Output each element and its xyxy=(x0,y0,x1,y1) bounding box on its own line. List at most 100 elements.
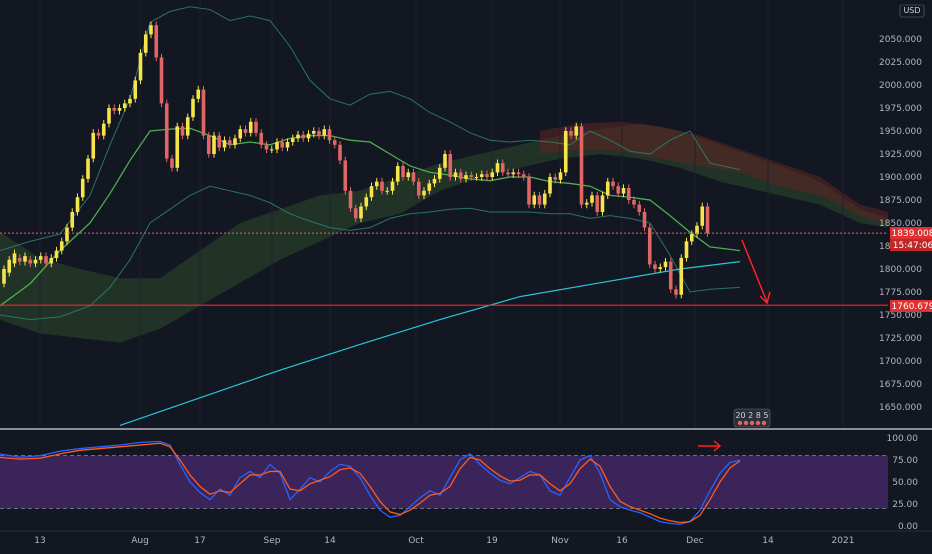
candle-body[interactable] xyxy=(595,195,600,212)
candle-body[interactable] xyxy=(317,131,321,136)
candle-body[interactable] xyxy=(516,172,521,175)
candle-body[interactable] xyxy=(611,181,615,187)
candle-body[interactable] xyxy=(416,181,421,196)
candle-body[interactable] xyxy=(532,195,537,205)
candle-body[interactable] xyxy=(458,172,463,179)
candle-body[interactable] xyxy=(437,167,442,179)
candle-body[interactable] xyxy=(28,259,33,264)
candle-body[interactable] xyxy=(542,193,547,205)
candle-body[interactable] xyxy=(112,108,117,111)
candle-body[interactable] xyxy=(411,172,416,182)
candle-body[interactable] xyxy=(290,138,295,143)
candle-body[interactable] xyxy=(563,131,568,173)
candle-body[interactable] xyxy=(406,172,411,177)
candle-body[interactable] xyxy=(401,165,405,177)
candle-body[interactable] xyxy=(243,129,248,133)
candle-body[interactable] xyxy=(448,154,453,177)
candle-body[interactable] xyxy=(170,158,174,168)
candle-body[interactable] xyxy=(511,172,516,175)
candle-body[interactable] xyxy=(464,175,468,179)
candle-body[interactable] xyxy=(75,197,80,212)
candle-body[interactable] xyxy=(395,165,400,182)
candle-body[interactable] xyxy=(495,163,500,173)
candle-body[interactable] xyxy=(180,126,185,136)
candle-body[interactable] xyxy=(616,186,621,194)
candle-body[interactable] xyxy=(574,126,579,136)
candle-body[interactable] xyxy=(2,269,6,284)
candle-body[interactable] xyxy=(353,208,358,219)
candle-body[interactable] xyxy=(175,126,180,168)
candle-body[interactable] xyxy=(212,135,216,154)
candle-body[interactable] xyxy=(96,132,101,136)
candle-body[interactable] xyxy=(621,188,626,194)
candle-body[interactable] xyxy=(128,98,132,104)
candle-body[interactable] xyxy=(259,132,264,145)
candle-body[interactable] xyxy=(191,98,195,118)
candle-body[interactable] xyxy=(474,177,479,178)
candle-body[interactable] xyxy=(254,121,258,133)
candle-body[interactable] xyxy=(44,256,48,264)
candle-body[interactable] xyxy=(133,80,138,99)
candle-body[interactable] xyxy=(49,257,54,264)
candle-body[interactable] xyxy=(275,142,279,150)
candle-body[interactable] xyxy=(159,57,164,104)
candle-body[interactable] xyxy=(658,267,663,269)
candle-body[interactable] xyxy=(479,174,484,177)
candle-body[interactable] xyxy=(453,172,458,177)
candle-body[interactable] xyxy=(143,34,148,53)
candle-body[interactable] xyxy=(668,261,673,290)
candle-body[interactable] xyxy=(296,134,300,139)
candle-body[interactable] xyxy=(91,132,96,159)
candle-body[interactable] xyxy=(264,144,269,150)
candle-body[interactable] xyxy=(584,202,589,205)
candle-body[interactable] xyxy=(700,206,705,226)
candle-body[interactable] xyxy=(443,154,447,168)
candle-body[interactable] xyxy=(653,264,657,269)
candle-body[interactable] xyxy=(390,181,395,191)
candle-body[interactable] xyxy=(637,204,642,212)
candle-body[interactable] xyxy=(138,52,143,81)
candle-body[interactable] xyxy=(70,211,75,228)
candle-body[interactable] xyxy=(196,89,201,99)
candle-body[interactable] xyxy=(306,133,311,139)
candle-body[interactable] xyxy=(338,144,342,161)
candle-body[interactable] xyxy=(527,177,531,205)
candle-body[interactable] xyxy=(65,227,69,242)
candle-body[interactable] xyxy=(122,103,127,108)
candle-body[interactable] xyxy=(632,200,636,205)
candle-body[interactable] xyxy=(689,234,694,242)
candle-body[interactable] xyxy=(285,142,290,148)
candle-body[interactable] xyxy=(185,117,190,136)
candle-body[interactable] xyxy=(332,140,337,145)
candle-body[interactable] xyxy=(7,259,12,273)
candle-body[interactable] xyxy=(674,289,678,295)
candle-body[interactable] xyxy=(380,181,384,191)
currency-box[interactable] xyxy=(899,4,925,18)
candle-body[interactable] xyxy=(422,190,426,196)
candle-body[interactable] xyxy=(647,227,652,265)
candle-body[interactable] xyxy=(359,206,363,219)
candle-body[interactable] xyxy=(385,190,390,192)
candle-body[interactable] xyxy=(374,181,379,187)
candle-body[interactable] xyxy=(548,177,552,194)
candle-body[interactable] xyxy=(600,195,605,212)
candle-body[interactable] xyxy=(705,206,710,234)
candle-body[interactable] xyxy=(238,129,243,139)
candle-body[interactable] xyxy=(537,195,542,205)
candle-body[interactable] xyxy=(233,138,237,145)
candle-body[interactable] xyxy=(590,195,594,203)
candle-body[interactable] xyxy=(364,197,369,207)
candle-body[interactable] xyxy=(80,178,85,198)
candle-body[interactable] xyxy=(54,250,59,258)
candle-body[interactable] xyxy=(149,25,153,35)
candle-body[interactable] xyxy=(201,89,206,136)
candle-body[interactable] xyxy=(626,188,631,200)
candle-body[interactable] xyxy=(558,172,563,180)
candle-body[interactable] xyxy=(269,149,274,151)
candle-body[interactable] xyxy=(217,135,222,148)
candle-body[interactable] xyxy=(579,126,584,205)
candle-body[interactable] xyxy=(695,225,699,235)
candles[interactable] xyxy=(2,21,710,299)
candle-body[interactable] xyxy=(322,129,327,136)
